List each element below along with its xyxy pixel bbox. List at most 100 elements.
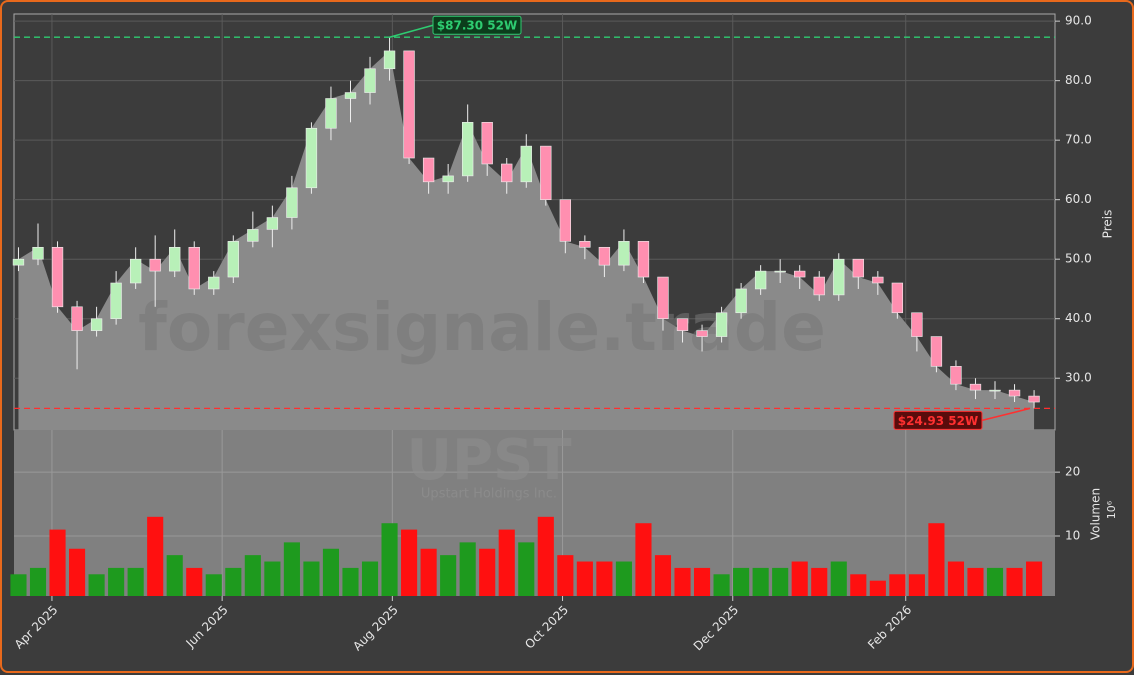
candle-body bbox=[51, 246, 64, 308]
volume-bar bbox=[908, 574, 925, 596]
volume-bar bbox=[1006, 567, 1023, 596]
x-tick-label: Apr 2025 bbox=[12, 603, 61, 652]
watermark: forexsignale.trade bbox=[138, 289, 826, 366]
candle-body bbox=[637, 241, 650, 278]
volume-bar bbox=[127, 567, 144, 596]
candle-body bbox=[403, 50, 415, 159]
candle-body bbox=[71, 306, 83, 331]
y-label: Preis bbox=[1101, 210, 1115, 239]
candle-body bbox=[188, 246, 200, 290]
y-tick-label: 50.0 bbox=[1065, 252, 1092, 266]
volume-bar bbox=[615, 561, 632, 596]
x-tick-label: Dec 2025 bbox=[691, 603, 742, 654]
candle-body bbox=[930, 336, 943, 367]
candle-body bbox=[911, 312, 923, 337]
candle-body bbox=[110, 282, 122, 320]
volume-bar bbox=[498, 529, 515, 596]
candle-body bbox=[462, 122, 474, 177]
candle-body bbox=[872, 276, 884, 284]
candle-body bbox=[676, 318, 689, 331]
y-tick-label: 60.0 bbox=[1065, 192, 1092, 206]
y-tick-label: 90.0 bbox=[1065, 14, 1092, 28]
candle-body bbox=[950, 366, 962, 385]
volume-bar bbox=[459, 542, 476, 596]
candle-body bbox=[90, 318, 103, 331]
candle-body bbox=[794, 270, 806, 278]
volume-bar bbox=[420, 548, 437, 596]
candle-body bbox=[442, 175, 454, 183]
volume-bar bbox=[674, 567, 691, 596]
volume-bar bbox=[713, 574, 730, 596]
candle-body bbox=[325, 98, 337, 129]
volume-bar bbox=[10, 574, 27, 596]
volume-bar bbox=[1026, 561, 1043, 596]
company: Upstart Holdings Inc. bbox=[421, 487, 557, 502]
candle-body bbox=[774, 270, 786, 273]
annotation-box bbox=[893, 410, 983, 430]
candle-body bbox=[247, 229, 259, 242]
volume-bar bbox=[303, 561, 320, 596]
volume-bar bbox=[49, 529, 66, 596]
y-tick-label: 20 bbox=[1065, 465, 1080, 479]
y-tick-label: 80.0 bbox=[1065, 73, 1092, 87]
candle-body bbox=[520, 145, 532, 183]
volume-bar bbox=[576, 561, 593, 596]
candle-body bbox=[598, 246, 611, 266]
volume-bar bbox=[283, 542, 300, 596]
candle-body bbox=[559, 199, 572, 242]
volume-label: Volumen bbox=[1089, 488, 1103, 540]
candle-body bbox=[735, 288, 747, 314]
candle-body bbox=[540, 145, 552, 200]
candle-body bbox=[852, 258, 864, 278]
candle-body bbox=[579, 241, 591, 248]
volume-bar bbox=[381, 523, 398, 596]
annotation-label: $24.93 52W bbox=[898, 414, 978, 428]
volume-bar bbox=[986, 567, 1004, 596]
y-tick-label: 70.0 bbox=[1065, 133, 1092, 147]
volume-bar bbox=[401, 529, 418, 596]
volume-bar bbox=[654, 555, 672, 596]
volume-bar bbox=[479, 548, 496, 596]
x-tick-label: Feb 2026 bbox=[865, 603, 914, 652]
annotation-arrow bbox=[389, 24, 434, 38]
candle-body bbox=[1028, 395, 1040, 403]
volume-bar bbox=[88, 574, 105, 596]
volume-bar bbox=[693, 567, 711, 596]
volume-bar bbox=[635, 523, 652, 596]
volume-bar bbox=[322, 548, 340, 596]
volume-bar bbox=[29, 567, 47, 596]
candle-body bbox=[754, 270, 767, 290]
y-tick-label: 30.0 bbox=[1065, 371, 1092, 385]
volume-bar bbox=[225, 567, 242, 596]
volume-bar bbox=[264, 561, 281, 596]
volume-bar bbox=[733, 567, 750, 596]
volume-bar bbox=[69, 548, 86, 596]
candle-body bbox=[696, 330, 708, 337]
candle-body bbox=[344, 92, 357, 99]
volume-bar bbox=[557, 555, 574, 596]
candle-body bbox=[383, 50, 396, 70]
volume-bar bbox=[811, 567, 828, 596]
candle-body bbox=[1008, 389, 1021, 397]
x-tick-label: Aug 2025 bbox=[350, 603, 401, 654]
candle-body bbox=[208, 276, 220, 290]
candle-body bbox=[891, 282, 904, 314]
volume-bar bbox=[342, 567, 359, 596]
y-tick-label: 10 bbox=[1065, 528, 1080, 542]
volume-bar bbox=[967, 567, 984, 596]
candle-body bbox=[813, 276, 825, 296]
volume-bar bbox=[166, 555, 183, 596]
candle-body bbox=[969, 383, 982, 391]
volume-bar bbox=[928, 523, 945, 596]
y-tick-label: 40.0 bbox=[1065, 311, 1092, 325]
candle-body bbox=[481, 122, 493, 165]
volume-bar bbox=[108, 567, 125, 596]
candle-body bbox=[32, 246, 44, 260]
candle-body bbox=[364, 68, 376, 93]
candle-body bbox=[286, 187, 298, 218]
volume-bar bbox=[596, 561, 613, 596]
candle-body bbox=[501, 163, 513, 183]
candle-body bbox=[129, 258, 142, 284]
